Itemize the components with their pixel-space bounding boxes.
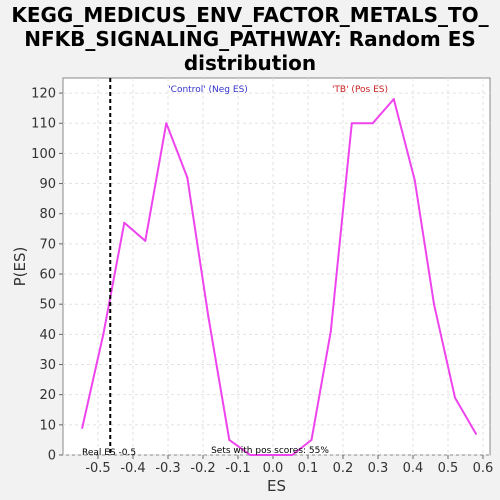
data-point [249,454,252,456]
y-tick-label: 90 [39,177,56,192]
x-tick-label: -0.4 [120,461,145,476]
axes: 0 10 20 30 40 50 60 70 80 90 100 110 120 -0.5 -0.4 -0.3… [31,87,493,476]
real-es-label: Real ES -0.5 [82,448,136,458]
x-tick-label: 0.0 [263,461,284,476]
x-tick-label: -0.1 [225,461,250,476]
x-tick-label: -0.3 [155,461,180,476]
data-point [433,303,435,306]
plot-area [62,77,491,456]
data-point [454,396,456,399]
data-point [207,315,210,318]
chart-title-line: NFKB_SIGNALING_PATHWAY: Random ES [24,27,476,51]
x-tick-label: 0.1 [298,461,319,476]
x-tick-label: 0.4 [403,461,424,476]
data-point [291,454,294,456]
y-tick-label: 40 [39,328,56,343]
series-line [81,98,477,456]
y-tick-label: 70 [39,237,56,252]
y-tick-label: 10 [39,418,56,433]
data-point [413,179,416,182]
y-tick-label: 80 [39,207,56,222]
data-point [392,98,395,101]
annotations: Real ES -0.5 'Control' (Neg ES) 'TB' (Pos … [82,78,388,458]
data-point [123,221,126,224]
data-point [371,122,374,125]
neg-es-label: 'Control' (Neg ES) [168,85,248,95]
sets-pos-scores-label: Sets with pos scores: 55% [211,446,329,456]
x-tick-label: 0.5 [438,461,459,476]
data-point [310,438,313,441]
y-tick-label: 20 [39,388,56,403]
data-point [102,333,105,336]
series [81,98,477,456]
y-tick-label: 50 [39,298,56,313]
pos-es-label: 'TB' (Pos ES) [332,85,388,95]
y-tick-label: 30 [39,358,56,373]
y-tick-label: 120 [31,87,56,102]
chart-title-line: KEGG_MEDICUS_ENV_FACTOR_METALS_TO_ [11,3,488,27]
data-point [329,330,332,333]
chart-title: KEGG_MEDICUS_ENV_FACTOR_METALS_TO_NFKB_S… [11,3,488,75]
y-tick-label: 110 [31,117,56,132]
x-tick-label: 0.6 [473,461,494,476]
x-tick-label: -0.2 [190,461,215,476]
data-point [144,239,147,242]
y-tick-label: 0 [48,449,56,464]
chart-title-line: distribution [184,51,316,75]
data-point [165,122,168,125]
data-point [81,426,84,429]
x-tick-label: 0.3 [368,461,389,476]
x-tick-label: 0.2 [333,461,354,476]
data-point [270,454,273,456]
y-tick-label: 100 [31,147,56,162]
data-point [350,122,353,125]
y-axis-label: P(ES) [11,247,29,287]
y-tick-label: 60 [39,268,56,283]
data-point [186,176,189,179]
x-axis-label: ES [267,477,286,495]
data-point [475,432,477,435]
grid [63,78,490,456]
data-point [228,438,231,441]
x-tick-label: -0.5 [85,461,110,476]
